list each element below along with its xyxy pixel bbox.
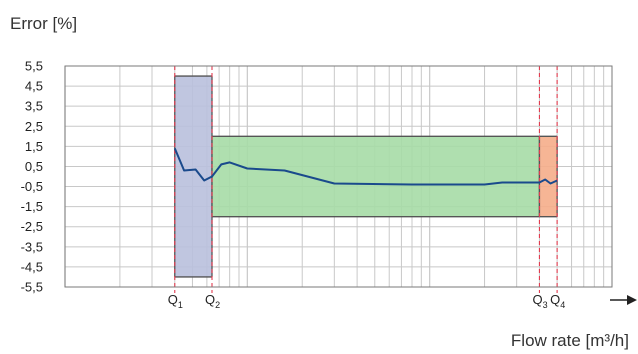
series-layer <box>173 148 558 186</box>
flow-point-label-name: Q <box>168 292 178 307</box>
y-tick-label: 2,5 <box>25 119 43 134</box>
y-tick-label: 3,5 <box>25 99 43 114</box>
error-band-layer <box>174 75 558 278</box>
flow-point-label: Q3 <box>532 292 547 310</box>
flow-point-label-subscript: 2 <box>215 300 220 310</box>
y-tick-label: -0,5 <box>21 179 43 194</box>
x-axis-arrow <box>610 295 637 305</box>
y-tick-label: -1,5 <box>21 199 43 214</box>
y-tick-label: 4,5 <box>25 79 43 94</box>
y-tick-label: -5,5 <box>21 280 43 295</box>
flow-point-label-subscript: 4 <box>560 300 565 310</box>
tick-label-layer: 5,5 4,5 3,5 2,5 1,5 0,5 -0,5 -1,5 -2,5 -3,5 -4,5 -5… <box>21 59 566 311</box>
flow-point-label-subscript: 3 <box>543 300 548 310</box>
plot-frame <box>64 65 613 288</box>
series-line <box>173 148 558 186</box>
y-tick-label: 1,5 <box>25 139 43 154</box>
x-axis-title: Flow rate [m³/h] <box>511 331 629 350</box>
y-tick-label: -4,5 <box>21 259 43 274</box>
y-tick-label: 0,5 <box>25 159 43 174</box>
flow-point-label: Q4 <box>550 292 565 310</box>
y-tick-label: -2,5 <box>21 219 43 234</box>
plot-frame-layer <box>64 65 613 288</box>
flow-point-label: Q1 <box>168 292 183 310</box>
flow-marker-layer <box>174 66 558 293</box>
flow-point-label-name: Q <box>205 292 215 307</box>
y-axis-title: Error [%] <box>10 14 77 33</box>
y-tick-label: -3,5 <box>21 239 43 254</box>
x-axis-arrow-head <box>627 295 637 305</box>
error-band <box>211 136 540 217</box>
flow-point-label-subscript: 1 <box>178 300 183 310</box>
error-band <box>174 76 212 277</box>
y-tick-label: 5,5 <box>25 59 43 74</box>
flow-point-label-name: Q <box>550 292 560 307</box>
flow-point-label: Q2 <box>205 292 220 310</box>
error-band <box>539 136 558 217</box>
flow-point-label-name: Q <box>532 292 542 307</box>
